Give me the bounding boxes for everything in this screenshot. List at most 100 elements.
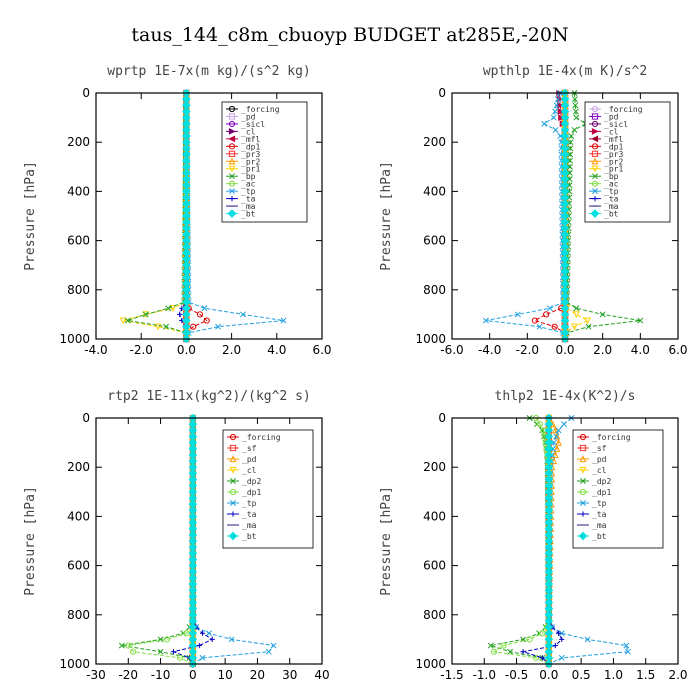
series-line [127, 92, 187, 339]
data-point [558, 630, 565, 637]
figure-title: taus_144_c8m_cbuoyp BUDGET at285E,-20N [131, 24, 568, 46]
legend-marker [229, 188, 235, 195]
data-point [482, 317, 489, 324]
legend-marker [591, 165, 599, 173]
legend-entry: _bt [604, 210, 619, 219]
legend-entry: _sf [592, 444, 607, 453]
x-tick-label: -1.0 [473, 668, 496, 682]
legend-entry: _mfl [241, 135, 260, 144]
data-point [280, 317, 287, 324]
legend-entry: _cl [242, 466, 257, 475]
legend-entry: _dp2 [242, 477, 261, 486]
x-tick-label: -0.5 [505, 668, 528, 682]
legend-box [222, 429, 314, 549]
x-tick-label: 4.0 [631, 343, 650, 357]
legend-marker [580, 500, 586, 506]
data-point [560, 421, 567, 428]
legend-entry: _ta [242, 510, 257, 519]
data-point [550, 114, 557, 121]
data-point [557, 133, 564, 140]
y-tick-label: 200 [423, 460, 446, 474]
y-tick-label: 1000 [59, 332, 90, 346]
legend: _forcing _sf _pd _cl _dp2 _dp1 _tp _ta _ma _bt [222, 429, 314, 549]
legend-entry: _bt [242, 532, 257, 541]
legend-marker [230, 500, 236, 506]
data-point [270, 642, 277, 649]
x-tick-label: -2.0 [516, 343, 539, 357]
legend-marker [579, 466, 587, 474]
x-tick-label: 4.0 [267, 343, 286, 357]
data-point [553, 445, 561, 452]
legend-marker [229, 455, 237, 463]
data-point [551, 451, 559, 458]
y-tick-label: 400 [423, 184, 446, 198]
x-tick-label: 20 [250, 668, 265, 682]
y-tick-label: 600 [423, 234, 446, 248]
series-line [533, 93, 566, 339]
y-tick-label: 600 [67, 559, 90, 573]
data-point [566, 176, 573, 183]
y-tick-label: 200 [67, 460, 90, 474]
data-point [265, 648, 272, 655]
legend-entry: _pd [604, 112, 619, 121]
legend-entry: _pr2 [241, 157, 260, 166]
x-tick-label: 1.5 [636, 668, 655, 682]
legend-entry: _cl [592, 466, 607, 475]
data-point [142, 311, 149, 318]
x-tick-label: 2.0 [593, 343, 612, 357]
data-point [637, 317, 644, 324]
data-point [125, 642, 132, 649]
legend-marker [228, 157, 236, 165]
legend-marker [591, 113, 599, 120]
series-bt [188, 413, 198, 669]
legend-entry: _pr3 [241, 150, 260, 159]
data-point [555, 438, 562, 446]
plot-frame [95, 92, 323, 340]
data-point [567, 157, 574, 164]
y-axis-label: Pressure [hPa] [379, 486, 394, 596]
data-point [539, 427, 546, 434]
x-tick-label: 6.0 [312, 343, 331, 357]
series-bp [124, 90, 190, 342]
legend-entry: _tp [592, 499, 607, 508]
x-tick-label: -4.0 [478, 343, 501, 357]
legend-entry: _bt [592, 532, 607, 541]
legend-entry: _dp2 [592, 477, 611, 486]
x-tick-label: 40 [314, 668, 329, 682]
data-point [170, 649, 177, 655]
legend-entry: _tp [242, 499, 257, 508]
panel-title: rtp2 1E-11x(kg^2)/(kg^2 s) [107, 389, 311, 404]
y-tick-label: 1000 [415, 657, 446, 671]
data-point [553, 102, 560, 109]
y-tick-label: 600 [67, 234, 90, 248]
data-point [532, 654, 540, 661]
x-tick-label: 0.0 [539, 668, 558, 682]
data-point [124, 317, 131, 324]
data-point [490, 648, 498, 655]
data-point [196, 642, 202, 649]
data-point [552, 642, 558, 649]
y-tick-label: 1000 [415, 332, 446, 346]
panel-title: thlp2 1E-4x(K^2)/s [495, 389, 636, 404]
legend-entry: _ma [241, 202, 256, 211]
legend-entry: _ma [592, 521, 607, 530]
legend-marker [590, 209, 600, 218]
data-point [209, 636, 215, 642]
series-pr1 [119, 89, 190, 343]
panel-2: wpthlp 1E-4x(m K)/s^2 Pressure [hPa] -6.0 -… [379, 64, 688, 357]
series-bt [182, 88, 191, 344]
x-tick-label: 2.0 [222, 343, 241, 357]
data-point [536, 421, 544, 428]
legend-entry: _dp1 [242, 488, 261, 497]
data-point [526, 636, 533, 643]
legend-entry: _forcing [242, 433, 281, 442]
legend-entry: _sicl [604, 120, 628, 129]
legend-entry: _ma [242, 521, 257, 530]
y-tick-label: 400 [67, 509, 90, 523]
x-tick-label: 1.0 [604, 668, 623, 682]
legend-entry: _ac [241, 180, 256, 189]
y-tick-label: 600 [423, 559, 446, 573]
data-point [573, 114, 580, 121]
data-point [215, 323, 221, 330]
